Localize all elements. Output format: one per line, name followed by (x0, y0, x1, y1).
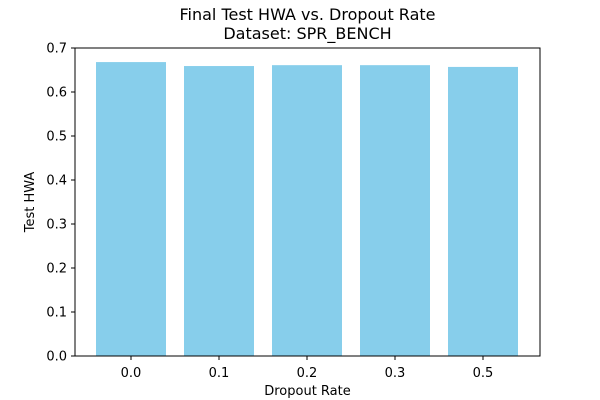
y-tick-label: 0.1 (46, 306, 67, 321)
x-tick-label: 0.3 (385, 366, 406, 381)
x-tick-label: 0.1 (209, 366, 230, 381)
x-ticks: 0.0 0.1 0.2 0.3 0.5 (121, 356, 494, 381)
y-tick-label: 0.7 (46, 42, 67, 57)
y-ticks: 0.0 0.1 0.2 0.3 0.4 0.5 0.6 0.7 (46, 42, 75, 365)
bar-0.1 (184, 66, 254, 356)
y-tick-label: 0.4 (46, 174, 67, 189)
plot-frame (74, 47, 541, 357)
y-axis-label: Test HWA (23, 172, 38, 234)
y-tick-label: 0.0 (46, 350, 67, 365)
chart-subtitle: Dataset: SPR_BENCH (223, 24, 391, 44)
x-tick-label: 0.0 (121, 366, 142, 381)
bar-0.5 (448, 66, 518, 357)
x-axis-label: Dropout Rate (264, 384, 351, 399)
bar-0.3 (360, 65, 430, 356)
bar-0.2 (272, 65, 342, 356)
y-tick-label: 0.2 (46, 262, 67, 277)
y-tick-label: 0.3 (46, 218, 67, 233)
y-tick-label: 0.5 (46, 130, 67, 145)
bars-group (96, 62, 518, 357)
chart-title: Final Test HWA vs. Dropout Rate (179, 5, 435, 24)
bar-0.0 (96, 62, 166, 357)
x-tick-label: 0.5 (473, 366, 494, 381)
x-tick-label: 0.2 (297, 366, 318, 381)
y-tick-label: 0.6 (46, 86, 67, 101)
